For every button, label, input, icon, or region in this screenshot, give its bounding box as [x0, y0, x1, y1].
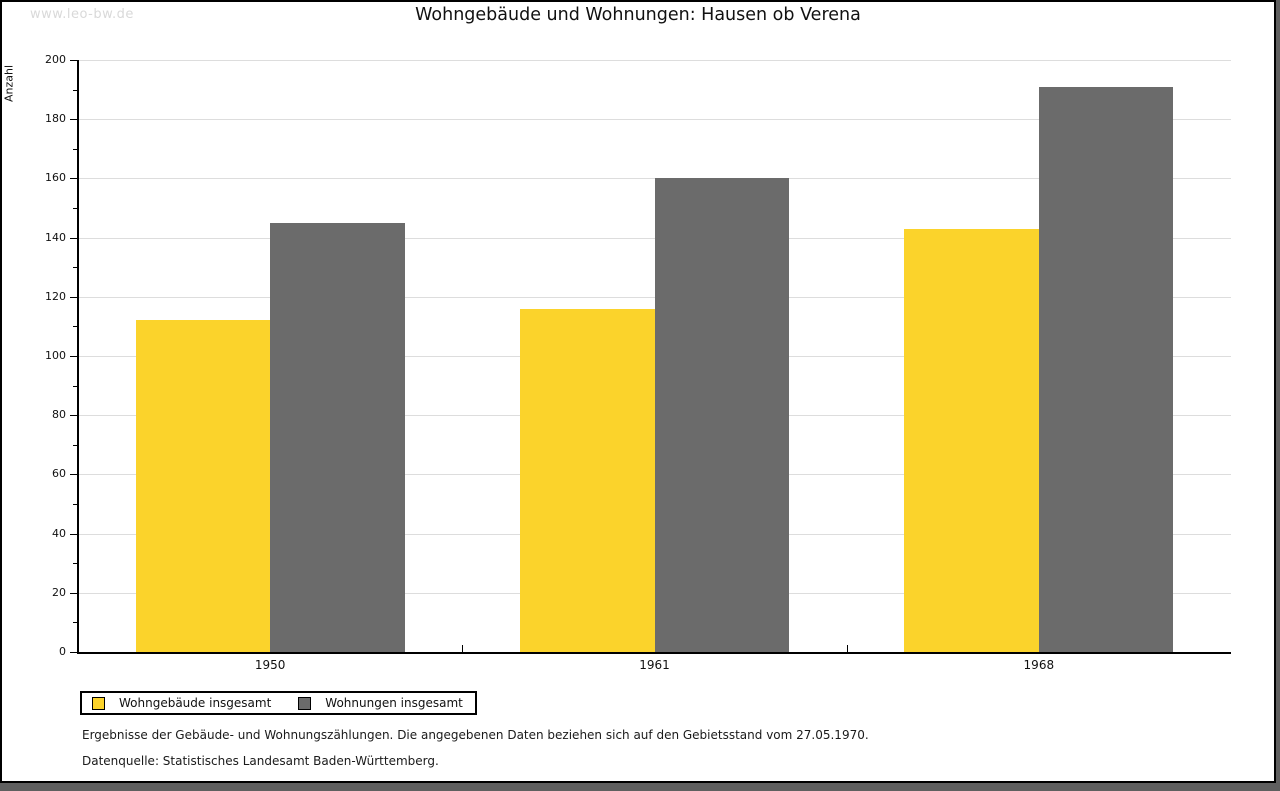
y-minor-tick-70: [73, 444, 78, 446]
bar-wohngebaeude-1968: [904, 228, 1039, 652]
y-tick-140: [70, 237, 78, 239]
legend: Wohngebäude insgesamt Wohnungen insgesam…: [80, 691, 477, 715]
watermark: www.leo-bw.de: [30, 7, 134, 22]
legend-swatch-wohngebaeude: [92, 696, 105, 710]
y-tick-label-80: 80: [52, 408, 66, 422]
footnote-data-source: Datenquelle: Statistisches Landesamt Bad…: [82, 754, 439, 768]
y-tick-160: [70, 178, 78, 180]
y-minor-tick-130: [73, 267, 78, 269]
y-minor-tick-190: [73, 89, 78, 91]
y-tick-label-100: 100: [45, 349, 66, 362]
x-tick-label-1961: 1961: [639, 658, 670, 672]
legend-label-wohnungen: Wohnungen insgesamt: [325, 696, 463, 710]
y-tick-60: [70, 474, 78, 476]
legend-item-wohngebaeude: Wohngebäude insgesamt: [92, 696, 271, 710]
legend-item-wohnungen: Wohnungen insgesamt: [298, 696, 463, 710]
y-tick-label-60: 60: [52, 467, 66, 481]
y-tick-label-180: 180: [45, 112, 66, 126]
y-minor-tick-110: [73, 326, 78, 328]
y-axis-line: [77, 60, 79, 654]
y-tick-180: [70, 119, 78, 121]
y-tick-label-200: 200: [45, 53, 66, 66]
x-tick-boundary-1: [462, 645, 464, 652]
x-tick-label-1968: 1968: [1023, 658, 1055, 672]
bar-wohngebaeude-1950: [135, 320, 271, 652]
gridline-y-200: [78, 60, 1231, 61]
legend-label-wohngebaeude: Wohngebäude insgesamt: [119, 696, 272, 710]
bar-wohnungen-1961: [654, 178, 789, 652]
y-minor-tick-30: [73, 563, 78, 565]
x-tick-label-1950: 1950: [254, 658, 286, 672]
y-tick-label-160: 160: [45, 171, 66, 185]
y-tick-40: [70, 533, 78, 535]
y-tick-100: [70, 356, 78, 357]
y-minor-tick-150: [73, 208, 78, 209]
y-tick-80: [70, 415, 78, 417]
chart-title: Wohngebäude und Wohnungen: Hausen ob Ver…: [415, 5, 861, 25]
y-tick-label-0: 0: [59, 645, 66, 658]
y-minor-tick-10: [73, 622, 78, 624]
bar-wohnungen-1968: [1038, 86, 1174, 652]
y-tick-120: [70, 296, 78, 298]
plot-area: 0 20 40 60 80 100 120 140 160 180 200 1950 1961 1968: [2, 2, 1274, 781]
y-minor-tick-170: [73, 148, 78, 150]
footnote-source-note: Ergebnisse der Gebäude- und Wohnungszähl…: [82, 728, 869, 742]
x-tick-boundary-2: [846, 645, 848, 652]
y-tick-20: [70, 592, 78, 594]
legend-swatch-wohnungen: [298, 696, 312, 710]
bar-wohnungen-1950: [270, 222, 405, 652]
y-tick-label-20: 20: [52, 585, 66, 599]
y-tick-label-40: 40: [52, 526, 66, 540]
x-axis-line: [77, 652, 1231, 654]
y-tick-label-120: 120: [45, 289, 66, 303]
y-tick-200: [70, 60, 78, 61]
gridline-y-180: [78, 119, 1231, 121]
bar-wohngebaeude-1961: [520, 308, 655, 652]
y-minor-tick-90: [73, 385, 78, 387]
y-tick-0: [70, 652, 78, 653]
y-tick-label-140: 140: [45, 230, 66, 244]
y-minor-tick-50: [73, 504, 78, 505]
